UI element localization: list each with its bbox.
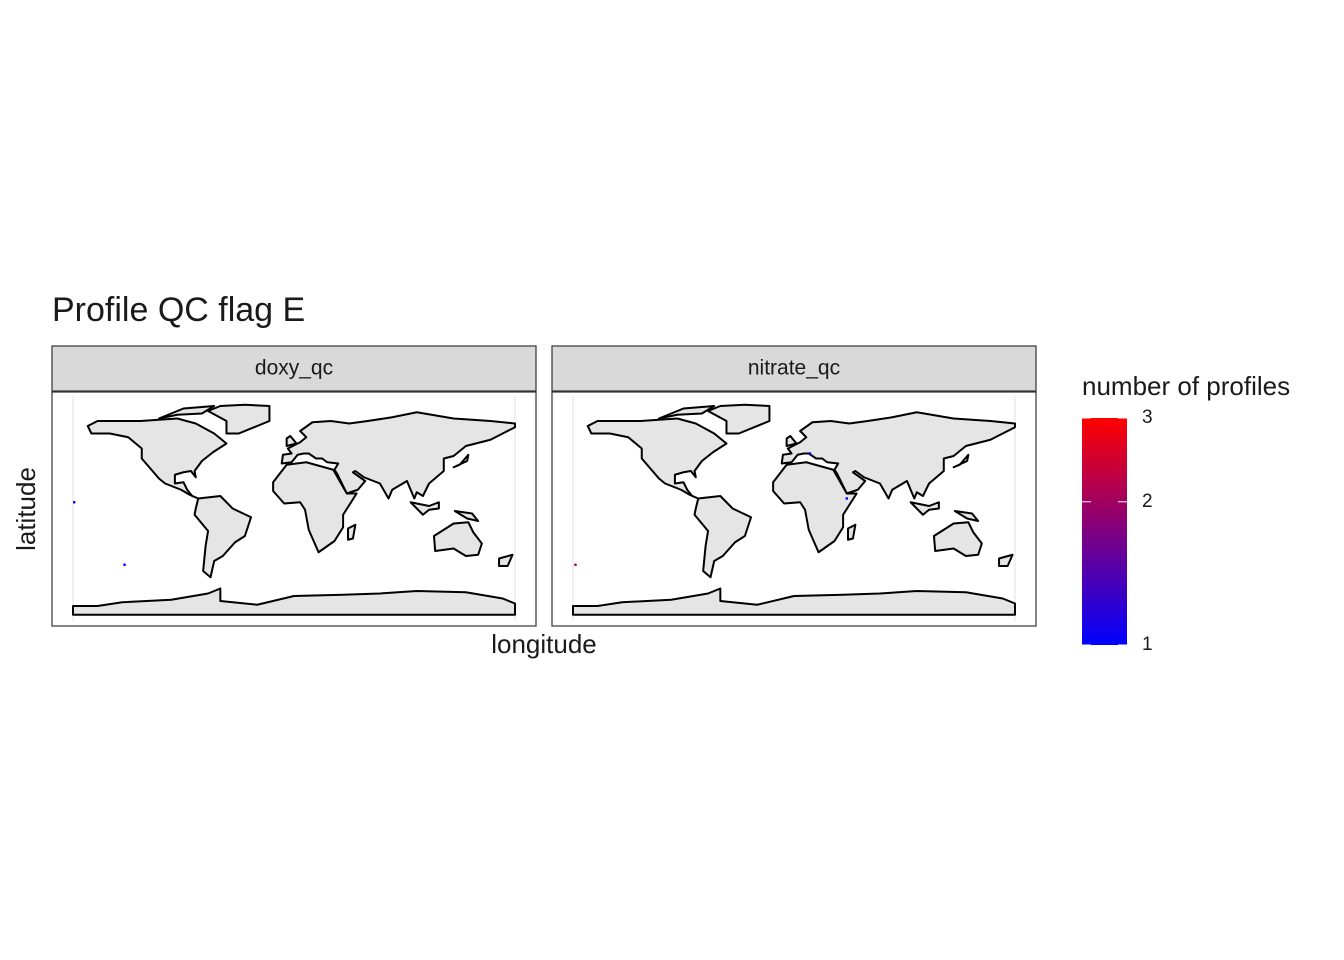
- y-axis-label: latitude: [11, 467, 41, 551]
- legend-tick-label: 3: [1142, 407, 1153, 428]
- legend-tick-label: 1: [1142, 634, 1153, 655]
- facet-label: nitrate_qc: [748, 357, 840, 380]
- tile: [808, 452, 812, 455]
- facet-strip: [551, 345, 1037, 392]
- legend-tick-label: 2: [1142, 491, 1153, 512]
- facet-strip: [51, 345, 537, 392]
- tile: [123, 563, 126, 566]
- legend-colorbar: [1082, 418, 1127, 645]
- tile: [845, 497, 848, 500]
- x-axis-label: longitude: [491, 629, 597, 659]
- legend-title: number of profiles: [1082, 371, 1290, 401]
- facet-label: doxy_qc: [255, 357, 333, 380]
- tile: [73, 501, 76, 504]
- tile: [574, 563, 577, 566]
- chart-title: Profile QC flag E: [52, 291, 305, 329]
